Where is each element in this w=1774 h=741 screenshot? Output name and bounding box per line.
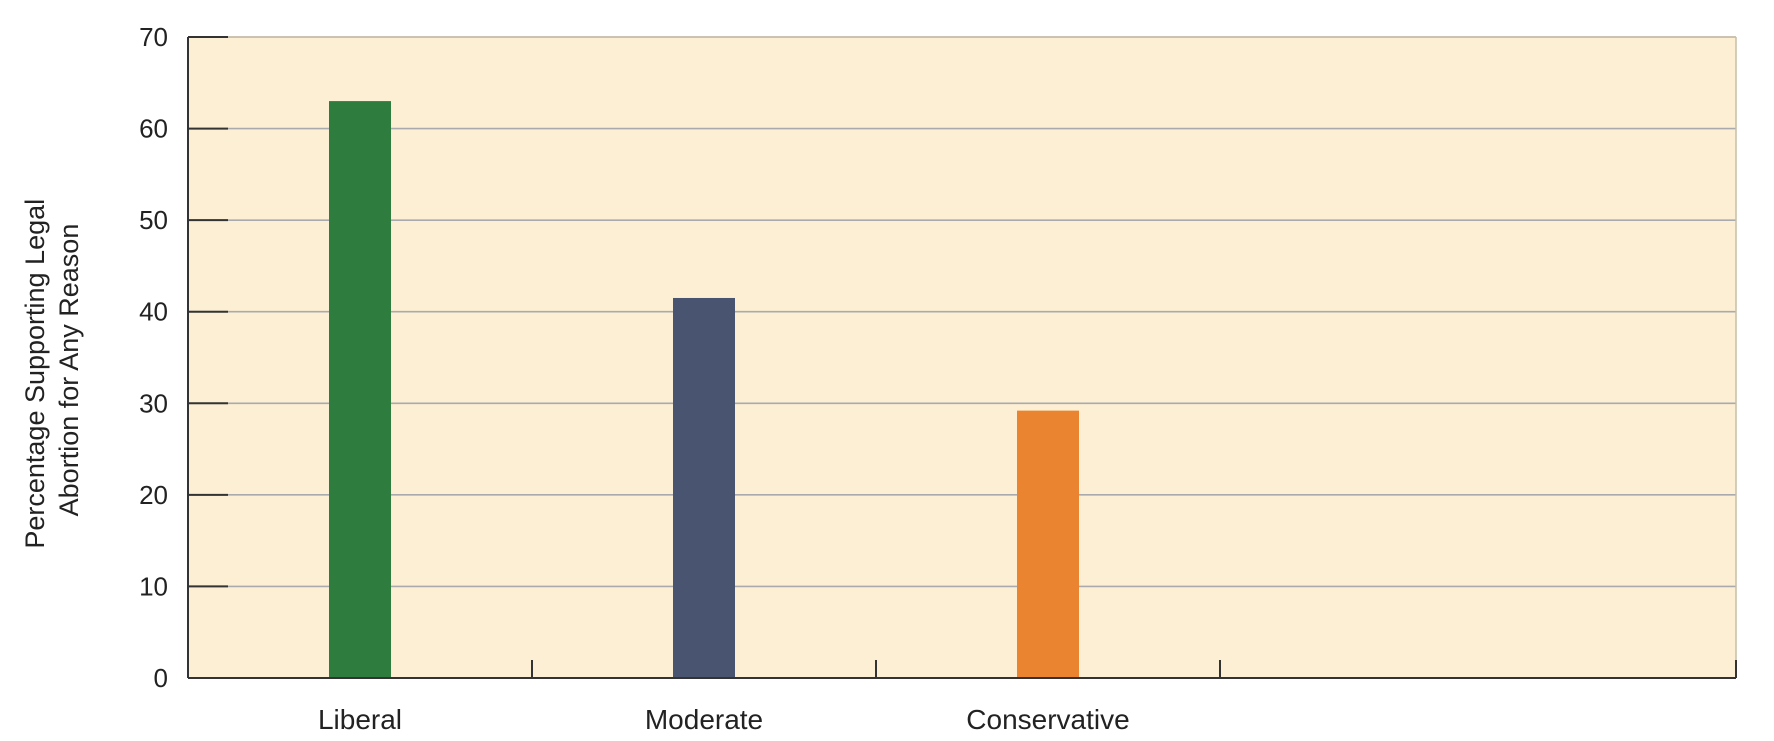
y-axis-title: Percentage Supporting Legal Abortion for…: [20, 191, 84, 548]
x-category-label: Liberal: [318, 704, 402, 735]
y-axis-title-line-1: Percentage Supporting Legal: [20, 199, 50, 549]
y-tick-label: 60: [139, 114, 168, 144]
bar-moderate: [673, 297, 735, 678]
y-tick-label: 40: [139, 297, 168, 327]
y-tick-label: 10: [139, 571, 168, 601]
x-category-label: Conservative: [966, 704, 1129, 735]
plot-area: [188, 37, 1736, 678]
y-tick-label: 30: [139, 388, 168, 418]
y-axis-ticks: 0 10 20 30 40 50 60 70: [139, 22, 228, 693]
bar-liberal: [329, 101, 391, 679]
bars: [329, 101, 1079, 679]
y-tick-label: 0: [154, 663, 168, 693]
y-axis-title-line-2: Abortion for Any Reason: [54, 224, 84, 517]
y-tick-label: 70: [139, 22, 168, 52]
x-axis-ticks: Liberal Moderate Conservative: [318, 660, 1737, 735]
x-category-label: Moderate: [645, 704, 763, 735]
axes: [187, 36, 1737, 679]
plot-background: [188, 37, 1736, 678]
y-tick-label: 20: [139, 480, 168, 510]
y-tick-label: 50: [139, 205, 168, 235]
bar-conservative: [1017, 410, 1079, 678]
